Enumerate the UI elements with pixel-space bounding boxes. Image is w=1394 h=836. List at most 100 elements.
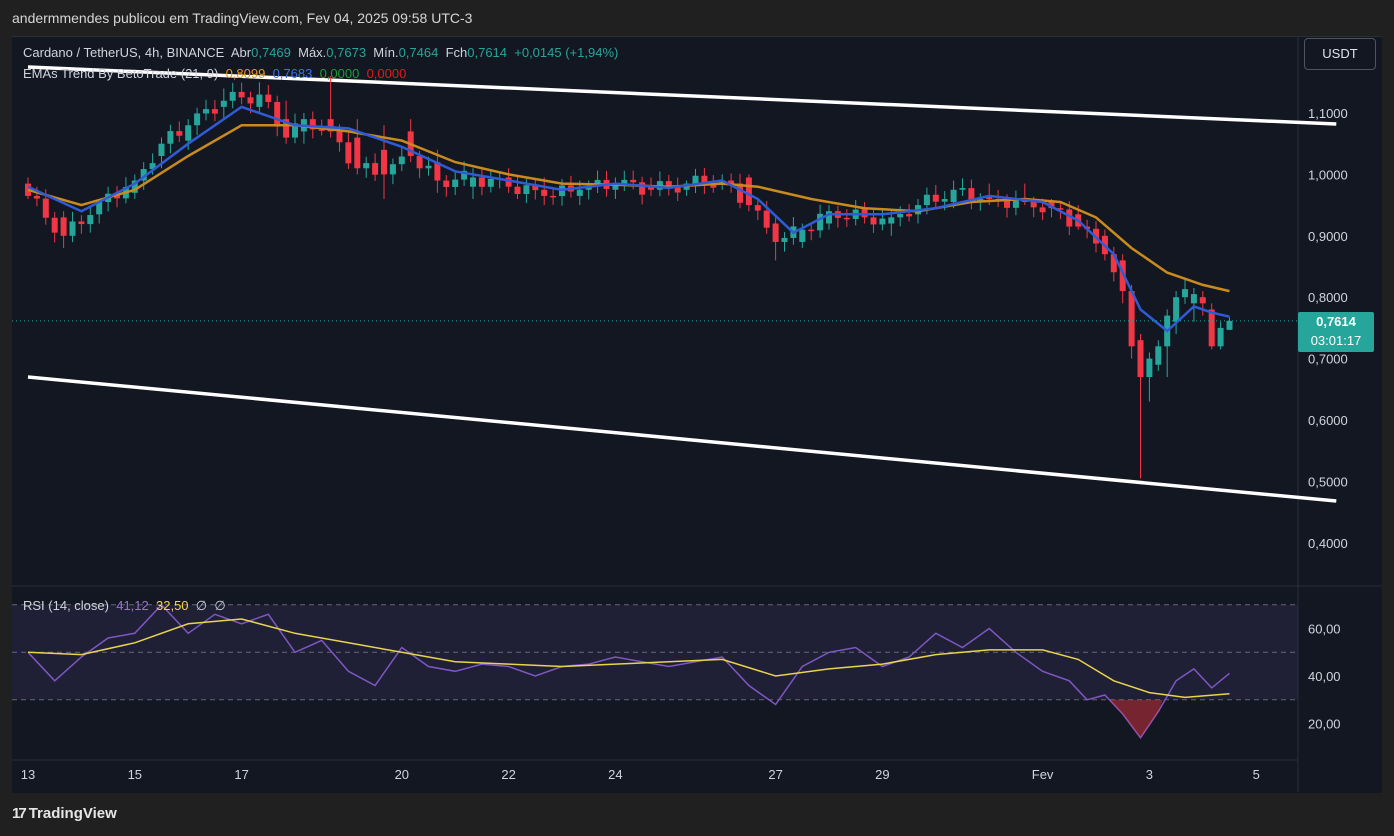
time-axis-tick: 24	[608, 767, 622, 782]
candle-body	[461, 170, 468, 180]
ema21-value: 0,8099	[225, 66, 266, 81]
rsi-extra2: ∅	[214, 598, 226, 613]
candle-body	[381, 149, 387, 175]
candle-body	[772, 223, 779, 242]
candle-body	[737, 183, 743, 203]
candle-body	[33, 195, 40, 199]
candle-body	[69, 221, 76, 236]
candle-body	[1217, 327, 1224, 347]
candle-body	[1066, 209, 1073, 227]
candle-body	[274, 101, 281, 127]
candle-body	[256, 94, 263, 107]
candle-body	[621, 179, 628, 184]
candle-body	[1199, 297, 1206, 304]
ema9-line	[27, 105, 1230, 333]
time-axis-tick: 29	[875, 767, 889, 782]
candle-body	[630, 179, 637, 183]
candle-body	[203, 109, 209, 114]
candle-body	[817, 213, 824, 231]
trendline	[27, 65, 1337, 126]
ema21-line	[27, 124, 1230, 293]
candle-body	[692, 175, 699, 184]
high-label: Máx.	[298, 45, 327, 60]
publish-caption: andermmendes publicou em TradingView.com…	[12, 10, 473, 26]
candle-body	[843, 217, 850, 220]
candle-body	[211, 109, 218, 114]
candle-body	[25, 183, 31, 196]
candle-body	[870, 217, 877, 225]
candle-body	[470, 177, 476, 187]
candle-body	[541, 189, 548, 196]
time-axis-tick: Fev	[1032, 767, 1054, 782]
candle-body	[176, 131, 183, 136]
ema-extra1-value: 0,0000	[319, 66, 360, 81]
candle-body	[478, 177, 485, 187]
candle-body	[710, 184, 717, 188]
ema-legend[interactable]: EMAs Trend By BetoTrade (21, 9) 0,8099 0…	[23, 66, 406, 81]
candle-body	[363, 163, 370, 169]
candle-body	[131, 180, 138, 193]
candle-body	[372, 163, 379, 175]
candle-body	[861, 208, 868, 218]
candle-body	[434, 162, 441, 181]
time-axis-tick: 13	[21, 767, 35, 782]
candle-body	[416, 155, 423, 169]
candle-body	[639, 182, 646, 195]
candle-body	[140, 169, 147, 181]
candle-body	[1146, 358, 1153, 378]
candle-body	[425, 165, 432, 169]
candle-body	[648, 186, 654, 190]
candle-body	[167, 131, 174, 144]
rsi-legend[interactable]: RSI (14, close) 41,12 32,50 ∅ ∅	[23, 598, 226, 614]
rsi-line	[27, 603, 1230, 740]
candle-body	[336, 131, 343, 143]
time-axis-tick: 27	[768, 767, 782, 782]
symbol-legend[interactable]: Cardano / TetherUS, 4h, BINANCE Abr0,746…	[23, 45, 618, 60]
candle-body	[1110, 254, 1117, 273]
candle-body	[292, 123, 298, 138]
candle-body	[594, 179, 601, 187]
candle-body	[1226, 320, 1233, 330]
candle-body	[318, 129, 325, 131]
last-price: 0,7614	[1316, 314, 1356, 329]
open-label: Abr	[230, 45, 252, 60]
time-axis-tick: 5	[1253, 767, 1260, 782]
candle-body	[283, 119, 290, 138]
currency-button[interactable]: USDT	[1304, 38, 1376, 70]
candle-body	[96, 202, 103, 215]
candle-body	[950, 189, 957, 203]
candle-body	[826, 211, 832, 224]
price-axis-tick: 0,6000	[1308, 413, 1348, 428]
time-axis-tick: 20	[395, 767, 409, 782]
candle-body	[665, 181, 672, 186]
candle-body	[1030, 202, 1037, 208]
candle-body	[1137, 340, 1144, 378]
candle-body	[745, 177, 752, 206]
candle-body	[532, 185, 539, 191]
rsi-axis-tick: 60,00	[1308, 622, 1341, 637]
rsi-axis-tick: 20,00	[1308, 717, 1341, 732]
candle-body	[523, 185, 530, 194]
candle-body	[247, 97, 254, 104]
candle-body	[1119, 260, 1126, 292]
candle-body	[1155, 346, 1162, 365]
high-value: 0,7673	[326, 45, 367, 60]
rsi-axis-tick: 40,00	[1308, 669, 1341, 684]
candle-body	[1039, 207, 1046, 213]
time-axis-tick: 3	[1146, 767, 1153, 782]
candle-body	[443, 180, 450, 187]
candle-body	[354, 137, 361, 169]
candle-body	[808, 229, 815, 232]
rsi-oversold-fill	[1109, 699, 1163, 738]
open-value: 0,7469	[251, 45, 291, 60]
chart-frame[interactable]	[12, 36, 1382, 793]
tradingview-brand[interactable]: 17 TradingView	[12, 805, 117, 822]
low-label: Mín.	[373, 45, 399, 60]
candle-body	[185, 125, 192, 141]
candle-body	[674, 185, 681, 193]
symbol-title: Cardano / TetherUS, 4h, BINANCE	[23, 45, 225, 60]
price-axis-tick: 0,5000	[1308, 474, 1348, 489]
candle-body	[754, 205, 761, 211]
candle-body	[345, 142, 352, 164]
